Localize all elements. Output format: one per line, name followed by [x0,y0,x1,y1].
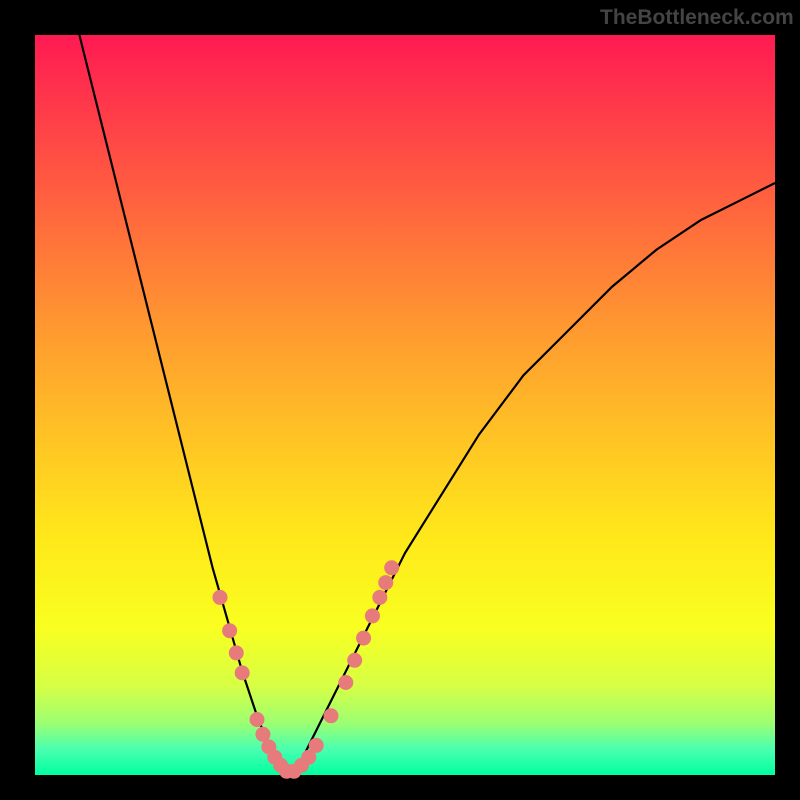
data-marker [235,665,250,680]
data-marker [356,631,371,646]
data-marker [372,590,387,605]
chart-canvas: TheBottleneck.com [0,0,800,800]
data-marker [229,645,244,660]
curve-layer [35,35,775,775]
data-marker [378,575,393,590]
v-curve-path [79,35,775,775]
watermark-label: TheBottleneck.com [600,6,794,30]
data-marker [324,708,339,723]
data-marker [347,653,362,668]
data-marker [309,738,324,753]
data-marker [338,675,353,690]
plot-area [35,35,775,775]
data-marker [222,623,237,638]
data-marker [250,712,265,727]
data-marker [365,608,380,623]
data-marker [213,590,228,605]
data-marker [384,560,399,575]
